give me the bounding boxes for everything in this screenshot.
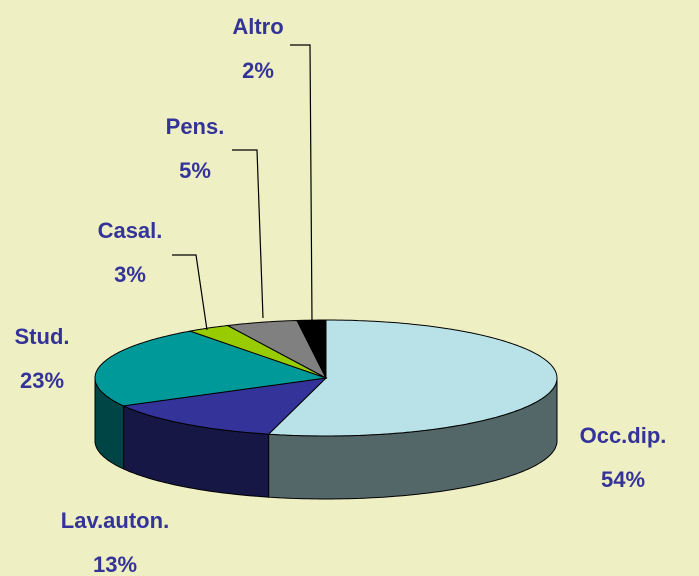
slice [267,319,558,437]
value-label: 5% [179,158,211,183]
leader-line [290,44,313,323]
category-label: Stud. [15,324,70,349]
slice [225,319,328,380]
slice [188,324,327,379]
slice [94,330,327,407]
value-label: 2% [242,58,274,83]
value-label: 3% [114,262,146,287]
category-label: Pens. [166,114,225,139]
leader-line [172,254,208,331]
category-label: Altro [232,14,283,39]
value-label: 13% [93,552,137,576]
category-label: Lav.auton. [61,508,169,533]
value-label: 54% [601,467,645,492]
category-label: Occ.dip. [580,423,667,448]
value-label: 23% [20,368,64,393]
slice [121,377,328,435]
category-label: Casal. [98,218,163,243]
leader-line [232,149,264,319]
